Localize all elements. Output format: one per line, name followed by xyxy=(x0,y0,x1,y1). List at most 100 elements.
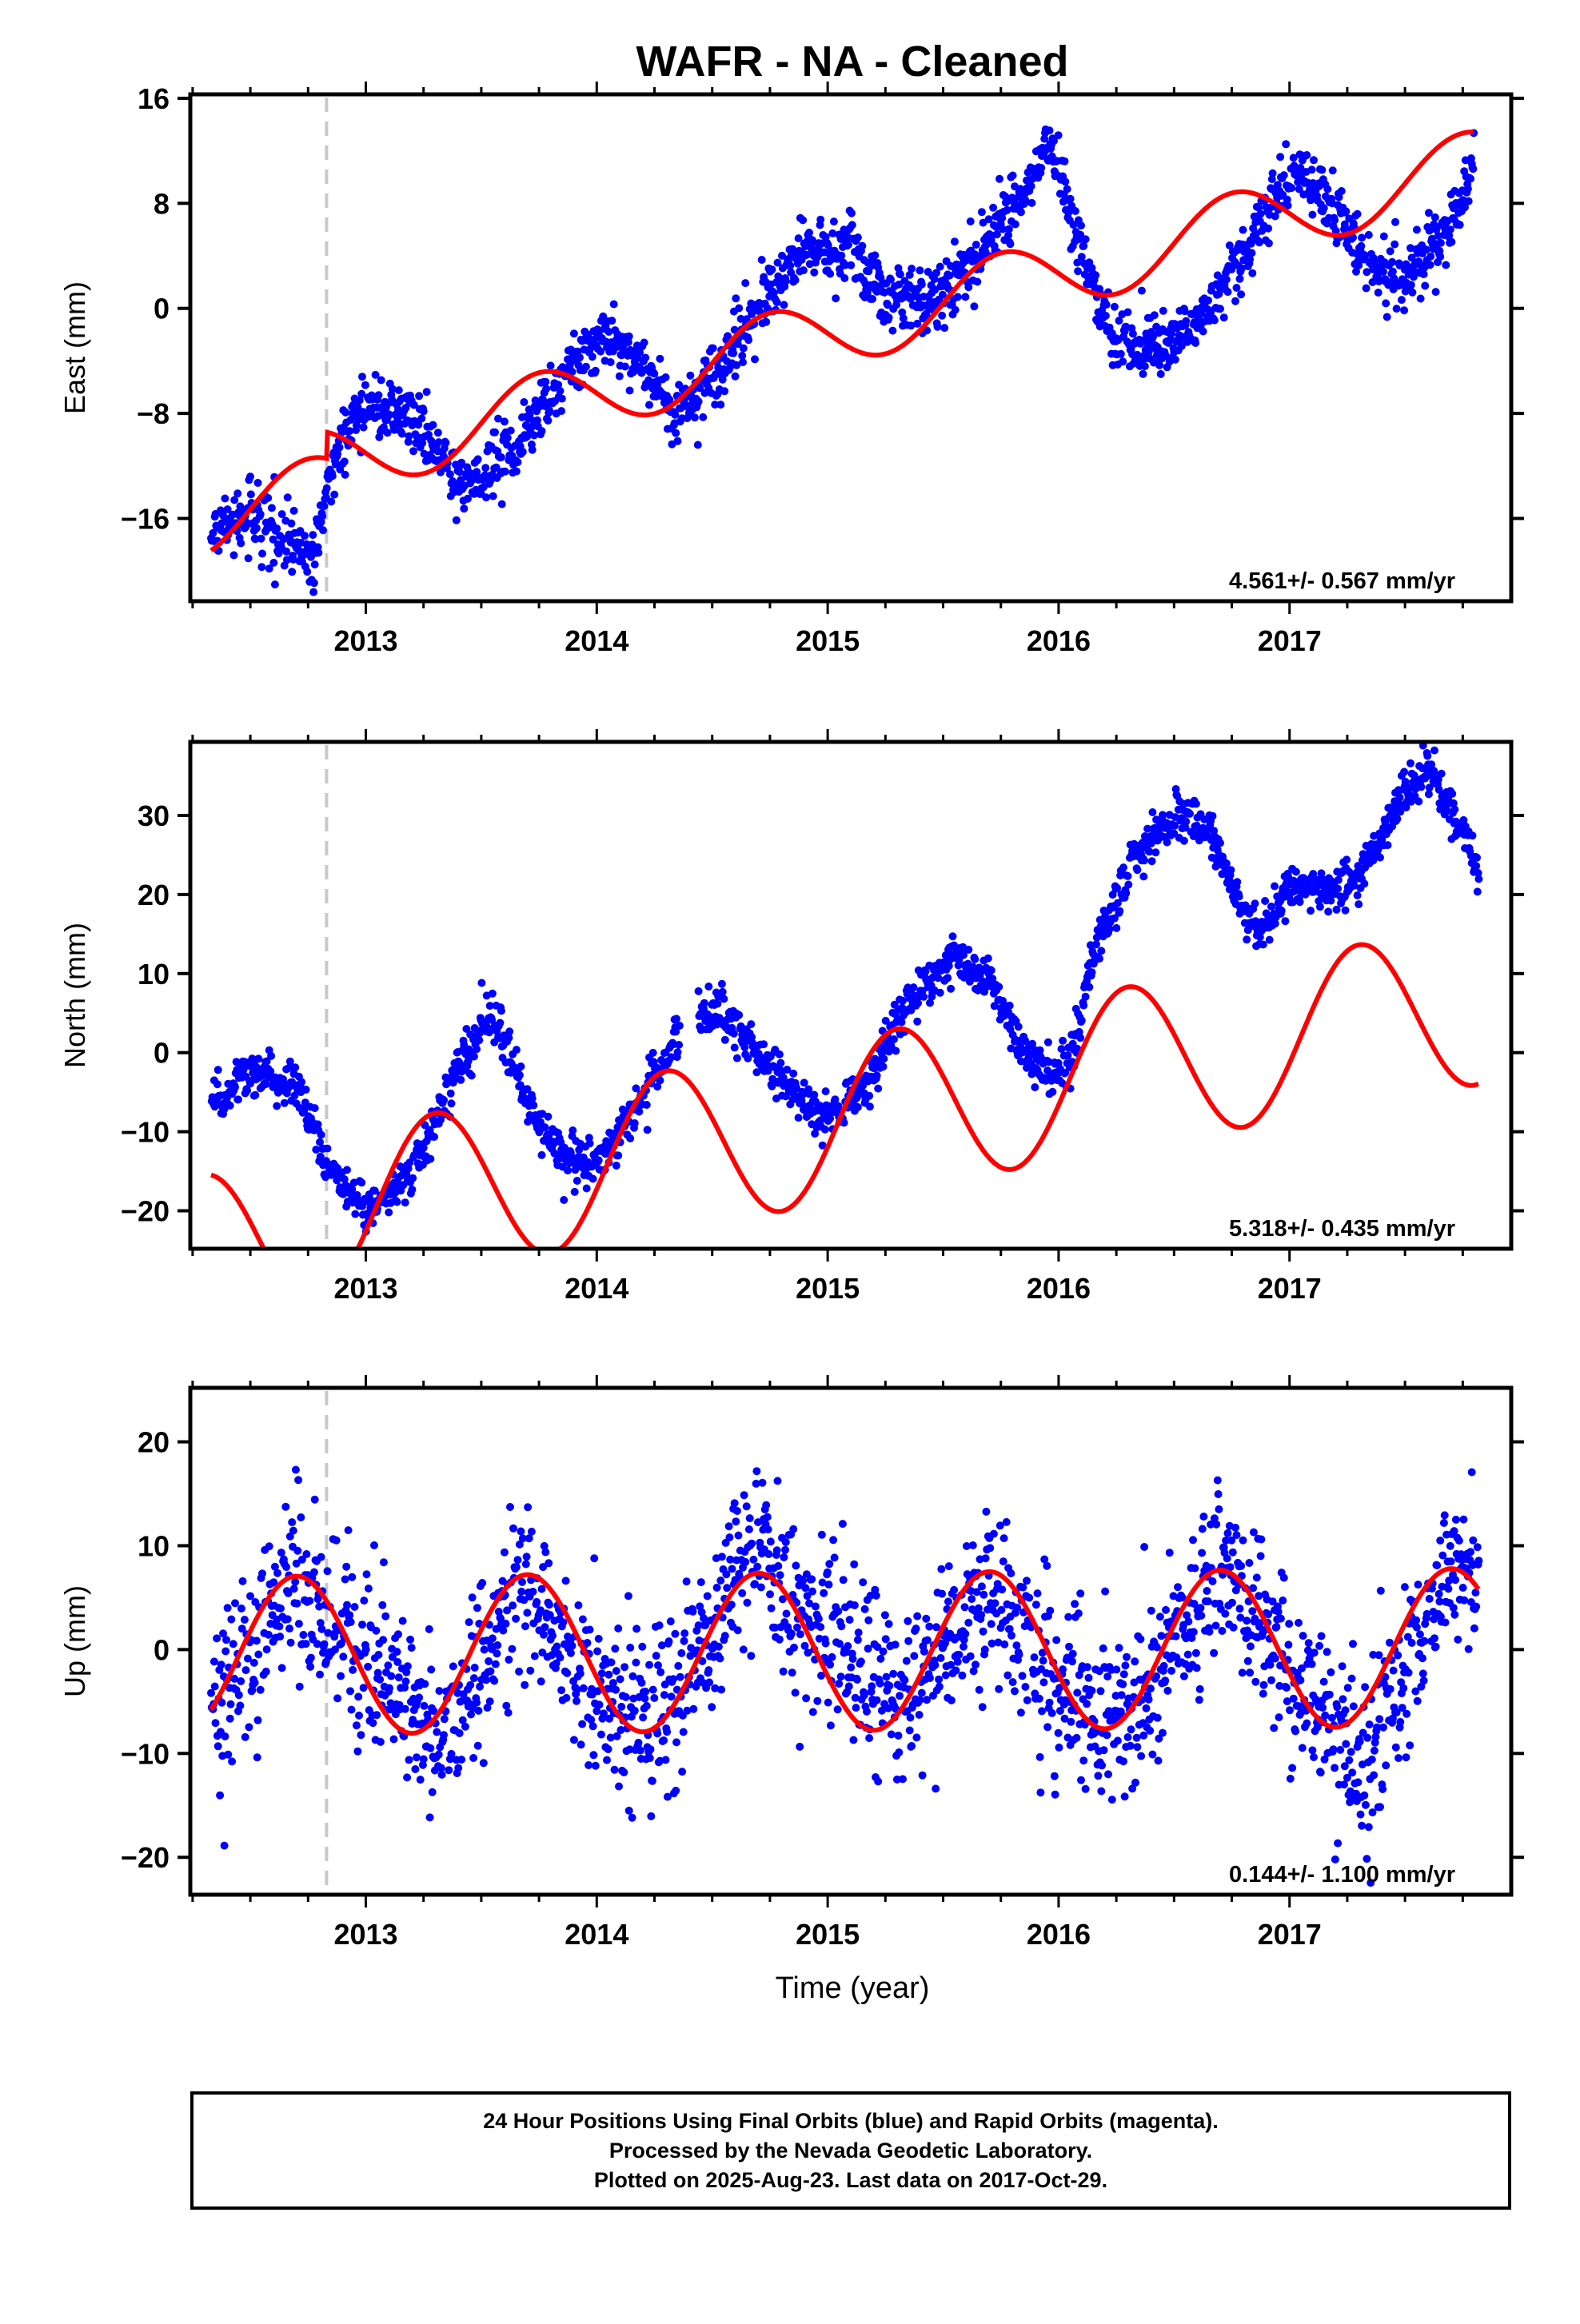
data-point xyxy=(1442,261,1450,269)
data-point xyxy=(912,1733,920,1741)
data-point xyxy=(1327,897,1335,905)
data-point xyxy=(1006,1002,1014,1010)
data-point xyxy=(528,1528,536,1536)
data-point xyxy=(465,1618,473,1626)
data-point xyxy=(1115,907,1123,915)
data-point xyxy=(873,1071,881,1079)
data-point xyxy=(387,1672,395,1680)
data-point xyxy=(677,1649,685,1657)
data-point xyxy=(904,1617,912,1625)
data-point xyxy=(997,1606,1005,1614)
data-point xyxy=(369,1719,377,1727)
data-point xyxy=(672,1738,680,1746)
data-point xyxy=(764,1513,772,1521)
data-point xyxy=(646,1754,654,1762)
data-point xyxy=(944,1597,952,1605)
data-point xyxy=(598,1669,606,1677)
data-point xyxy=(1437,239,1445,247)
data-point xyxy=(1007,1632,1015,1640)
data-point xyxy=(998,1585,1006,1593)
data-point xyxy=(513,1046,521,1054)
data-point xyxy=(348,1706,356,1714)
data-point xyxy=(245,1723,253,1731)
data-point xyxy=(477,979,485,987)
data-point xyxy=(584,1639,592,1647)
data-point xyxy=(429,1788,437,1796)
data-point xyxy=(401,1198,409,1206)
data-point xyxy=(672,1787,680,1795)
data-point xyxy=(254,479,262,487)
data-point xyxy=(318,512,326,520)
data-point xyxy=(241,1733,249,1741)
data-point xyxy=(935,1676,943,1684)
data-point xyxy=(824,1699,832,1707)
data-point xyxy=(876,1680,884,1688)
data-point xyxy=(781,1546,789,1554)
y-tick-label: 0 xyxy=(154,1037,170,1070)
data-point xyxy=(257,510,265,518)
data-point xyxy=(544,417,552,425)
data-point xyxy=(333,1694,341,1702)
data-point xyxy=(922,1615,930,1623)
data-point xyxy=(1389,268,1397,276)
data-point xyxy=(643,1101,651,1109)
data-point xyxy=(788,1629,796,1637)
data-point xyxy=(896,1692,904,1700)
data-point xyxy=(960,1643,968,1651)
data-point xyxy=(978,208,986,216)
data-point xyxy=(1276,153,1284,161)
data-point xyxy=(380,1558,388,1566)
data-point xyxy=(672,1015,680,1022)
data-point xyxy=(592,1762,600,1770)
data-point xyxy=(1278,907,1286,915)
data-point xyxy=(1379,268,1387,276)
data-point xyxy=(615,1783,623,1791)
data-point xyxy=(964,283,972,291)
data-point xyxy=(271,580,279,588)
data-point xyxy=(269,559,277,567)
data-point xyxy=(319,526,327,534)
data-point xyxy=(493,1649,501,1657)
data-point xyxy=(708,1703,716,1711)
data-point xyxy=(1308,165,1316,173)
data-point xyxy=(850,1561,858,1569)
data-point xyxy=(541,378,549,386)
data-point xyxy=(1384,841,1392,849)
data-point xyxy=(762,318,770,326)
data-point xyxy=(936,989,944,997)
data-point xyxy=(305,1597,313,1605)
data-point xyxy=(1329,166,1337,174)
data-point xyxy=(341,409,349,417)
data-point xyxy=(1469,831,1477,839)
data-point xyxy=(834,1607,842,1615)
data-point xyxy=(649,1049,657,1057)
data-point xyxy=(377,377,385,385)
data-point xyxy=(1436,253,1444,261)
data-point xyxy=(967,1652,975,1660)
data-point xyxy=(449,1662,457,1670)
data-point xyxy=(938,1590,946,1598)
data-point xyxy=(509,1601,517,1609)
data-point xyxy=(982,1554,990,1562)
data-point xyxy=(796,1630,804,1638)
data-point xyxy=(310,1569,318,1577)
data-point xyxy=(342,1563,350,1571)
data-point xyxy=(242,1666,250,1674)
data-point xyxy=(937,1565,945,1573)
data-point xyxy=(732,1517,740,1525)
data-point xyxy=(1223,859,1231,867)
data-point xyxy=(849,1736,857,1744)
data-point xyxy=(1139,872,1147,880)
data-point xyxy=(1009,172,1017,180)
data-point xyxy=(840,1576,848,1584)
data-point xyxy=(505,1708,513,1716)
data-points-north xyxy=(208,742,1483,1236)
data-point xyxy=(773,1546,781,1554)
data-point xyxy=(294,1476,302,1484)
data-point xyxy=(950,1586,958,1594)
data-point xyxy=(1231,297,1239,305)
data-point xyxy=(907,1714,915,1722)
data-point xyxy=(589,1751,597,1759)
data-point xyxy=(1237,290,1245,298)
